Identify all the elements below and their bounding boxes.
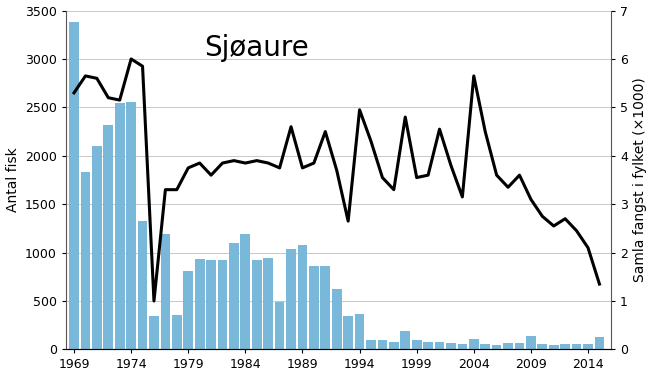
Bar xyxy=(412,340,422,349)
Bar xyxy=(560,343,570,349)
Bar xyxy=(481,343,490,349)
Bar xyxy=(298,245,308,349)
Bar xyxy=(572,343,581,349)
Bar xyxy=(423,342,433,349)
Bar xyxy=(549,345,558,349)
Bar xyxy=(583,343,593,349)
Bar xyxy=(377,340,387,349)
Bar xyxy=(161,234,170,349)
Bar xyxy=(458,343,468,349)
Bar xyxy=(492,345,502,349)
Bar xyxy=(446,343,456,349)
Bar xyxy=(309,266,319,349)
Bar xyxy=(595,337,604,349)
Bar xyxy=(389,342,399,349)
Bar xyxy=(435,342,445,349)
Bar xyxy=(80,172,90,349)
Bar xyxy=(229,243,239,349)
Bar xyxy=(149,316,159,349)
Bar xyxy=(400,331,410,349)
Bar xyxy=(263,258,273,349)
Y-axis label: Samla fangst i fylket (×1000): Samla fangst i fylket (×1000) xyxy=(633,78,647,282)
Text: Sjøaure: Sjøaure xyxy=(204,34,309,62)
Bar xyxy=(275,302,285,349)
Bar xyxy=(217,261,227,349)
Bar xyxy=(366,340,376,349)
Bar xyxy=(126,101,136,349)
Bar xyxy=(115,103,125,349)
Bar xyxy=(252,261,262,349)
Bar xyxy=(138,221,148,349)
Bar xyxy=(92,146,102,349)
Bar xyxy=(195,259,204,349)
Bar xyxy=(206,261,216,349)
Bar xyxy=(343,317,353,349)
Bar xyxy=(515,343,524,349)
Bar xyxy=(286,249,296,349)
Bar xyxy=(526,336,535,349)
Y-axis label: Antal fisk: Antal fisk xyxy=(6,148,20,212)
Bar xyxy=(103,125,113,349)
Bar xyxy=(355,314,364,349)
Bar xyxy=(240,234,250,349)
Bar xyxy=(183,271,193,349)
Bar xyxy=(537,343,547,349)
Bar xyxy=(332,290,342,349)
Bar xyxy=(69,22,79,349)
Bar xyxy=(503,343,513,349)
Bar xyxy=(172,314,182,349)
Bar xyxy=(321,266,330,349)
Bar xyxy=(469,339,479,349)
